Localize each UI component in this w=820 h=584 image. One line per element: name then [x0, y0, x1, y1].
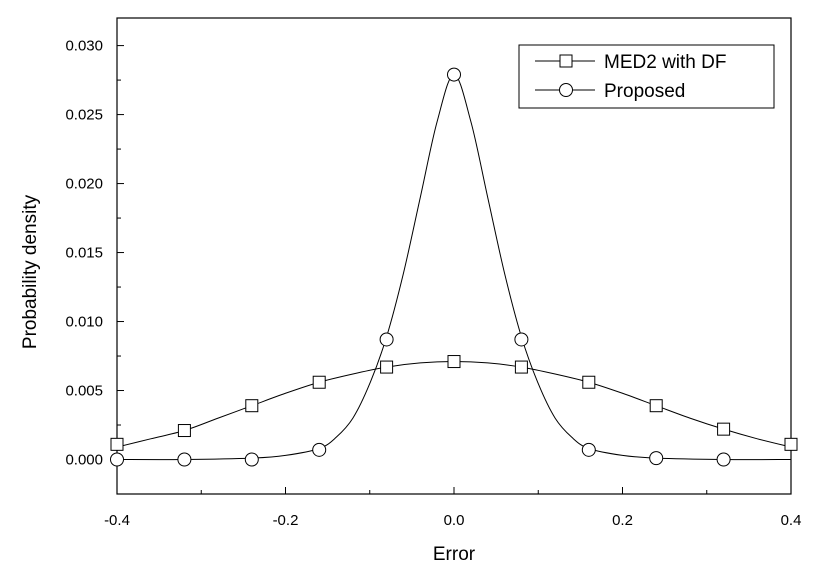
point-proposed	[379, 332, 394, 347]
series-line-proposed	[116, 74, 792, 461]
x-axis-title: Error	[433, 544, 476, 565]
point-proposed	[177, 452, 192, 467]
point-med2	[514, 360, 528, 374]
legend-marker-circle	[559, 83, 573, 97]
y-tick-label: 0.020	[65, 176, 103, 193]
point-proposed	[244, 452, 259, 467]
point-med2	[380, 360, 394, 374]
point-proposed	[514, 332, 529, 347]
y-tick-label: 0.005	[65, 383, 103, 400]
point-proposed	[649, 451, 664, 466]
y-axis-title: Probability density	[20, 194, 41, 349]
point-med2	[582, 375, 596, 389]
x-tick-label: -0.2	[273, 512, 299, 529]
legend-label-proposed: Proposed	[604, 81, 685, 102]
point-proposed	[716, 452, 731, 467]
y-tick-label: 0.030	[65, 38, 103, 55]
series-line-med2	[116, 361, 792, 448]
x-tick-label: 0.0	[444, 512, 465, 529]
legend-marker-square	[559, 54, 573, 68]
y-tick-label: 0.025	[65, 107, 103, 124]
series-layer	[110, 67, 798, 467]
point-med2	[312, 375, 326, 389]
y-tick-label: 0.010	[65, 314, 103, 331]
x-axis: -0.4 -0.2 0.0 0.2 0.4	[104, 487, 801, 529]
y-axis: 0.000 0.005 0.010 0.015 0.020 0.025 0.030	[65, 38, 124, 469]
point-proposed	[447, 67, 461, 82]
point-proposed	[110, 452, 124, 467]
point-med2	[177, 424, 191, 438]
point-proposed	[581, 442, 596, 457]
point-proposed	[312, 442, 327, 457]
point-med2	[717, 422, 731, 436]
y-tick-label: 0.015	[65, 245, 103, 262]
x-tick-label: 0.2	[612, 512, 633, 529]
x-tick-label: 0.4	[781, 512, 802, 529]
y-tick-label: 0.000	[65, 452, 103, 469]
point-med2	[784, 437, 798, 451]
point-med2	[649, 399, 663, 413]
point-med2	[447, 355, 461, 369]
legend-label-med2: MED2 with DF	[604, 52, 726, 73]
point-med2	[245, 399, 259, 413]
point-med2	[110, 437, 124, 451]
legend: MED2 with DF Proposed	[518, 44, 775, 109]
x-tick-label: -0.4	[104, 512, 130, 529]
